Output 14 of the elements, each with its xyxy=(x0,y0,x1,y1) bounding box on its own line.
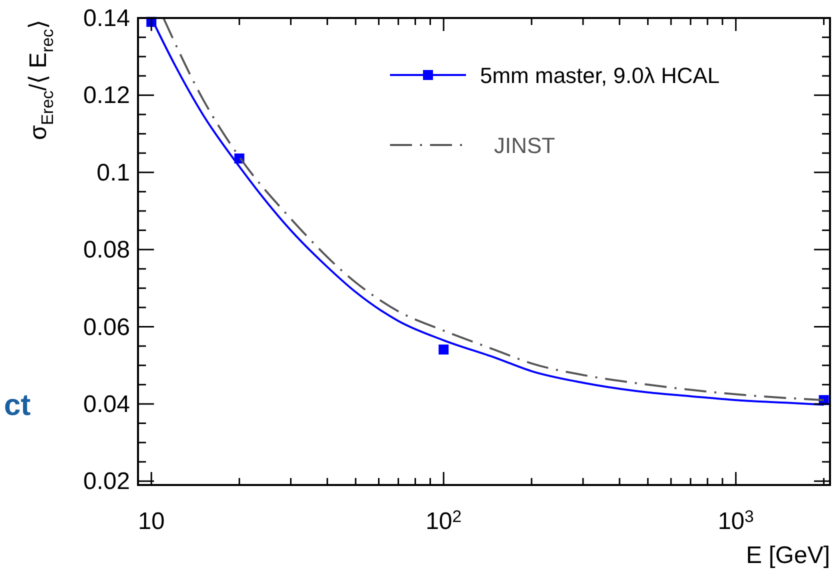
y-tick-label: 0.06 xyxy=(83,314,130,341)
y-tick-label: 0.12 xyxy=(83,82,130,110)
y-tick-label: 0.02 xyxy=(83,468,130,496)
text: ct xyxy=(4,389,31,422)
legend-label: JINST xyxy=(494,133,556,158)
y-tick-label: 0.08 xyxy=(83,236,130,264)
x-tick-label: 10$^{3}$ xyxy=(718,506,754,535)
y-tick-label: 0.14 xyxy=(83,5,130,32)
y-tick-label: 0.1 xyxy=(96,159,130,186)
y-tick-label: 0.04 xyxy=(83,390,130,418)
legend-label: 5mm master, 9.0λ HCAL xyxy=(480,63,720,88)
x-axis-title: E [GeV] xyxy=(746,542,830,569)
x-tick-label: 10$^{2}$ xyxy=(426,506,462,535)
x-tick-label: 10 xyxy=(138,508,165,535)
